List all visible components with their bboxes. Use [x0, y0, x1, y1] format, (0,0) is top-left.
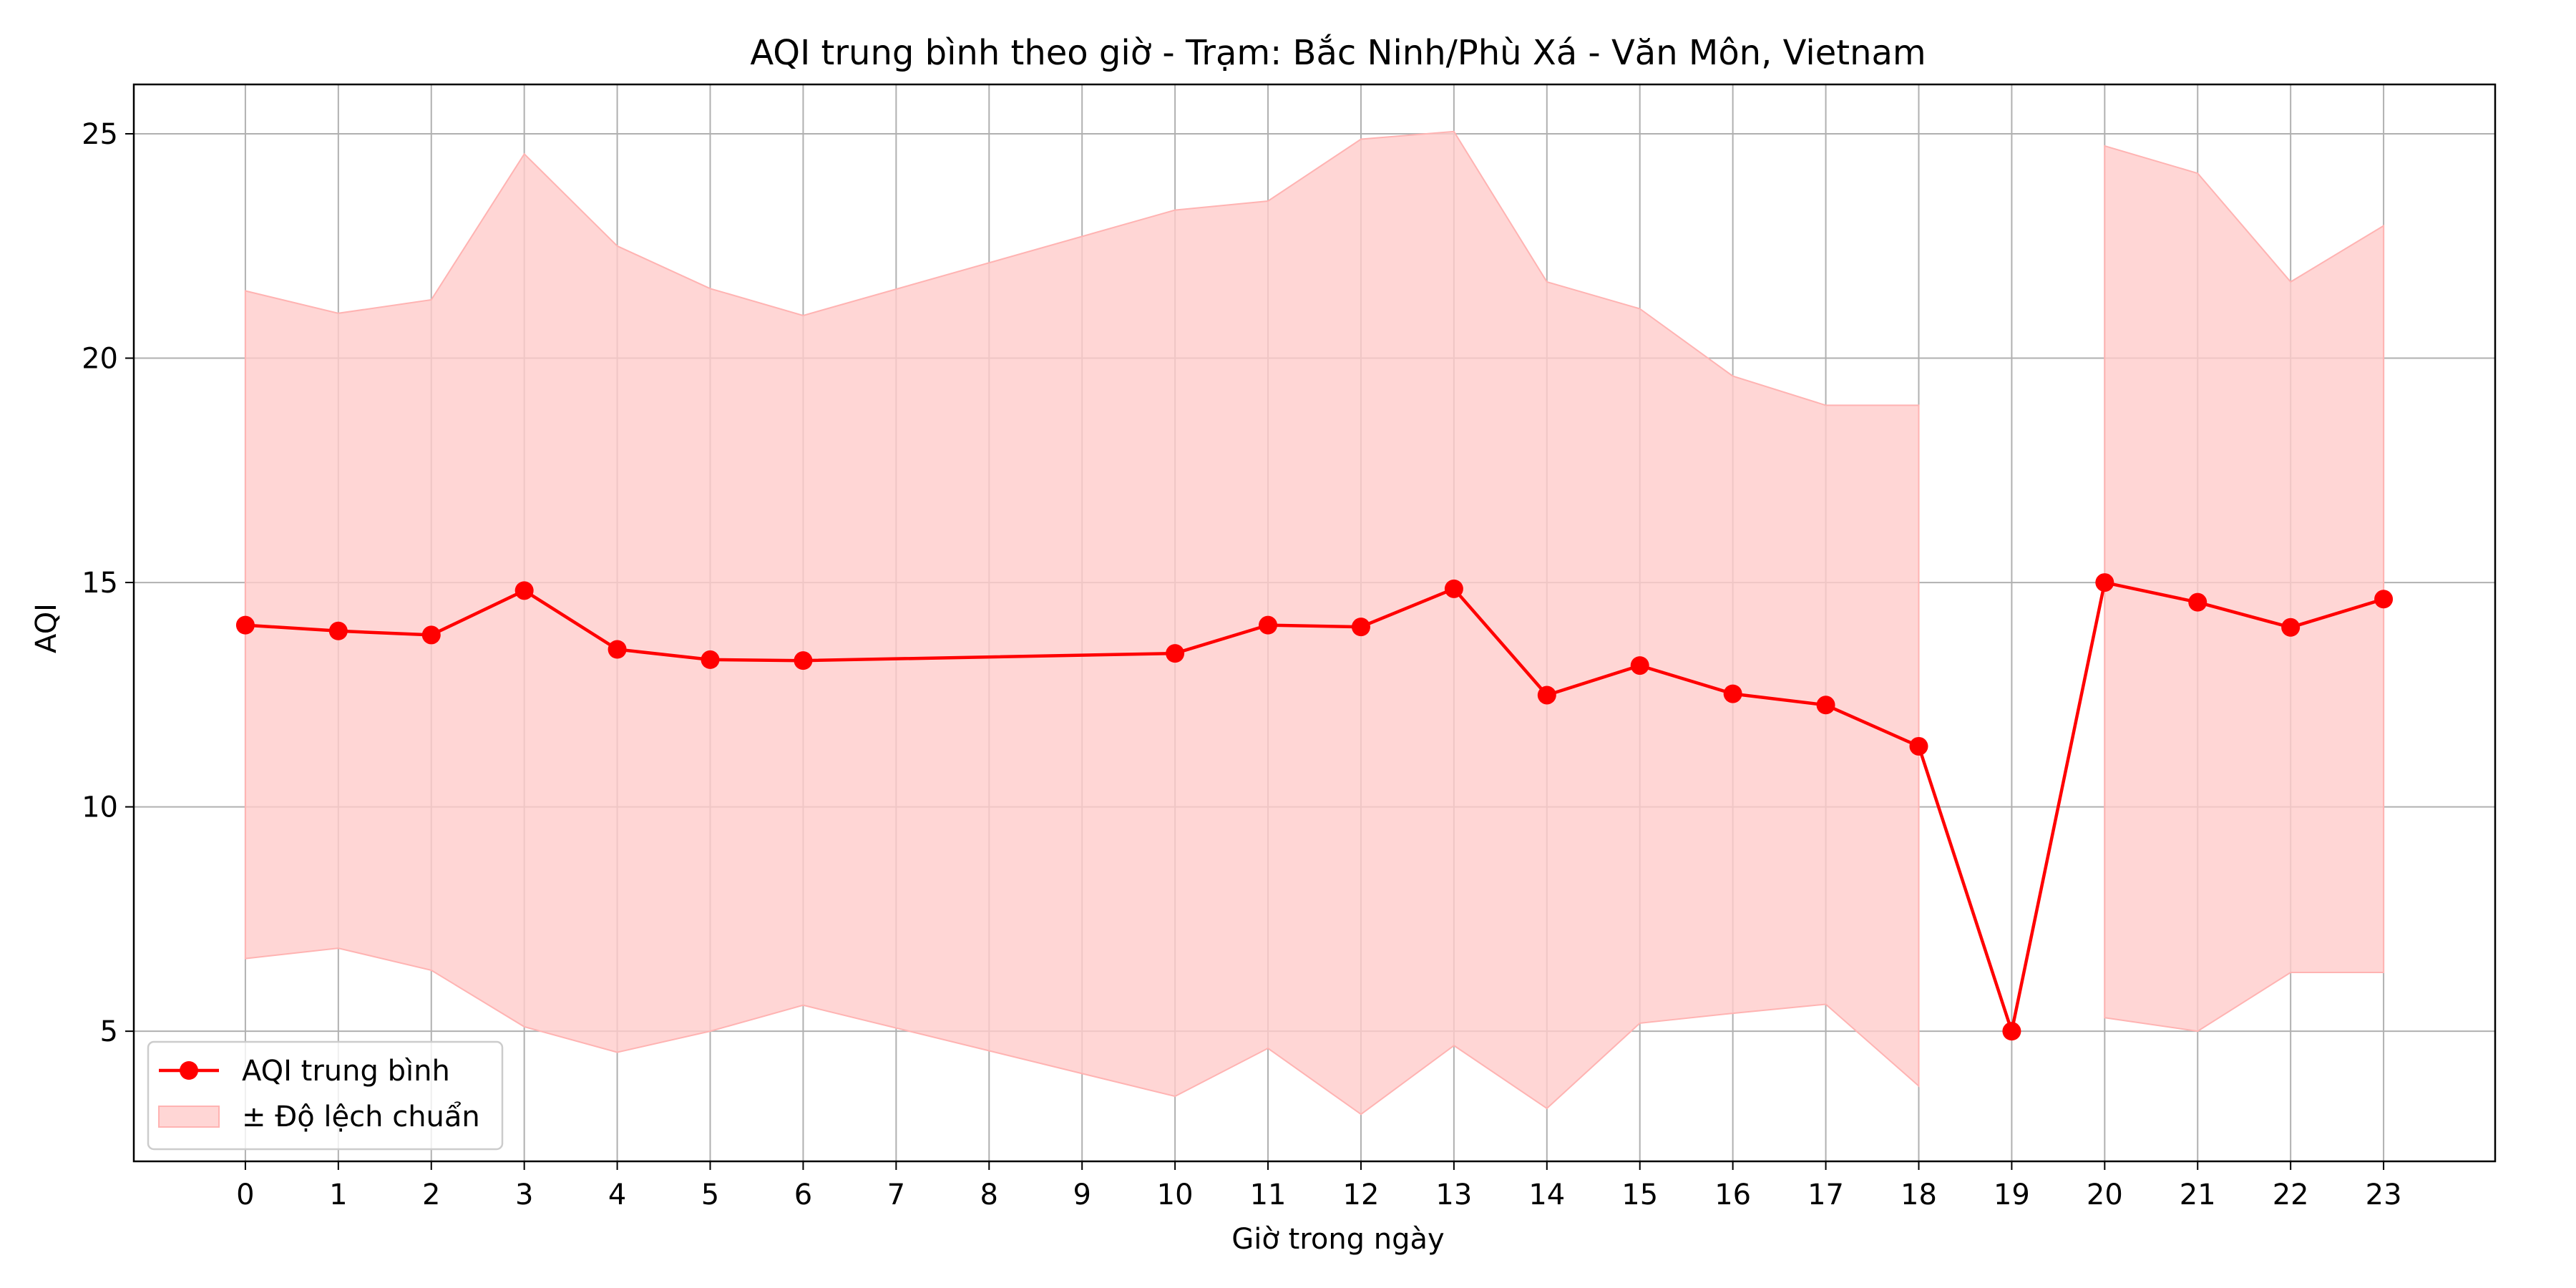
x-tick-label: 17: [1807, 1179, 1844, 1211]
x-tick-label: 18: [1901, 1179, 1937, 1211]
data-point: [1723, 684, 1742, 703]
data-point: [1909, 736, 1928, 756]
y-tick-label: 5: [100, 1015, 118, 1048]
legend-label-mean: AQI trung bình: [242, 1055, 450, 1088]
legend-label-std: ± Độ lệch chuẩn: [242, 1101, 480, 1133]
data-point: [1444, 579, 1463, 598]
data-point: [235, 615, 255, 635]
x-tick-label: 15: [1621, 1179, 1658, 1211]
data-point: [701, 650, 720, 669]
data-point: [1166, 644, 1185, 663]
y-tick-label: 25: [82, 118, 118, 151]
data-point: [514, 581, 534, 600]
plot-frame: [132, 83, 2497, 1163]
x-axis-label: Giờ trong ngày: [1231, 1223, 1444, 1256]
x-tick-label: 12: [1343, 1179, 1380, 1211]
x-tick-label: 1: [329, 1179, 347, 1211]
x-tick-label: 8: [980, 1179, 998, 1211]
x-tick-label: 3: [515, 1179, 533, 1211]
legend: AQI trung bình ± Độ lệch chuẩn: [147, 1040, 504, 1151]
data-point: [421, 625, 441, 645]
y-tick-label: 10: [82, 791, 118, 824]
x-tick-label: 13: [1435, 1179, 1472, 1211]
chart-title: AQI trung bình theo giờ - Trạm: Bắc Ninh…: [750, 33, 1926, 73]
x-tick-label: 4: [608, 1179, 626, 1211]
data-point: [1259, 615, 1278, 635]
x-tick-label: 22: [2273, 1179, 2309, 1211]
x-axis-ticks: 0 1 2 3 4 5 6 7 8 9 10 11 12 13 14 15 16 17 18 19 20 21 22 23: [236, 1161, 2402, 1211]
y-axis-ticks: 5 10 15 20 25: [82, 118, 134, 1048]
data-point: [1351, 618, 1370, 637]
x-tick-label: 9: [1073, 1179, 1091, 1211]
data-point: [328, 621, 348, 640]
x-tick-label: 19: [1994, 1179, 2030, 1211]
std-band-layer: [244, 130, 2385, 1116]
data-point: [794, 651, 813, 670]
series-markers-layer: [235, 573, 2394, 1041]
x-tick-label: 21: [2180, 1179, 2216, 1211]
data-point: [608, 640, 627, 659]
x-tick-label: 14: [1528, 1179, 1565, 1211]
data-point: [2188, 592, 2207, 612]
y-axis-label: AQI: [30, 603, 63, 653]
x-tick-label: 11: [1250, 1179, 1287, 1211]
x-tick-label: 23: [2366, 1179, 2402, 1211]
x-tick-label: 5: [701, 1179, 719, 1211]
x-tick-label: 7: [887, 1179, 905, 1211]
data-point: [2281, 618, 2301, 637]
x-tick-label: 0: [236, 1179, 254, 1211]
data-point: [2374, 590, 2394, 609]
y-tick-label: 15: [82, 567, 118, 600]
data-point: [1816, 696, 1835, 715]
data-point: [1630, 656, 1649, 675]
x-tick-label: 2: [422, 1179, 440, 1211]
data-point: [1537, 686, 1556, 705]
data-point: [2002, 1022, 2021, 1041]
std-band-area: [2104, 145, 2385, 1033]
data-point: [2095, 573, 2114, 592]
x-tick-label: 20: [2087, 1179, 2123, 1211]
legend-marker-swatch: [180, 1061, 198, 1080]
legend-band-swatch: [158, 1106, 220, 1128]
legend-frame: [147, 1040, 504, 1151]
x-tick-label: 6: [794, 1179, 812, 1211]
y-tick-label: 20: [82, 343, 118, 376]
std-band-area: [244, 130, 1920, 1116]
x-tick-label: 10: [1157, 1179, 1194, 1211]
x-tick-label: 16: [1714, 1179, 1751, 1211]
